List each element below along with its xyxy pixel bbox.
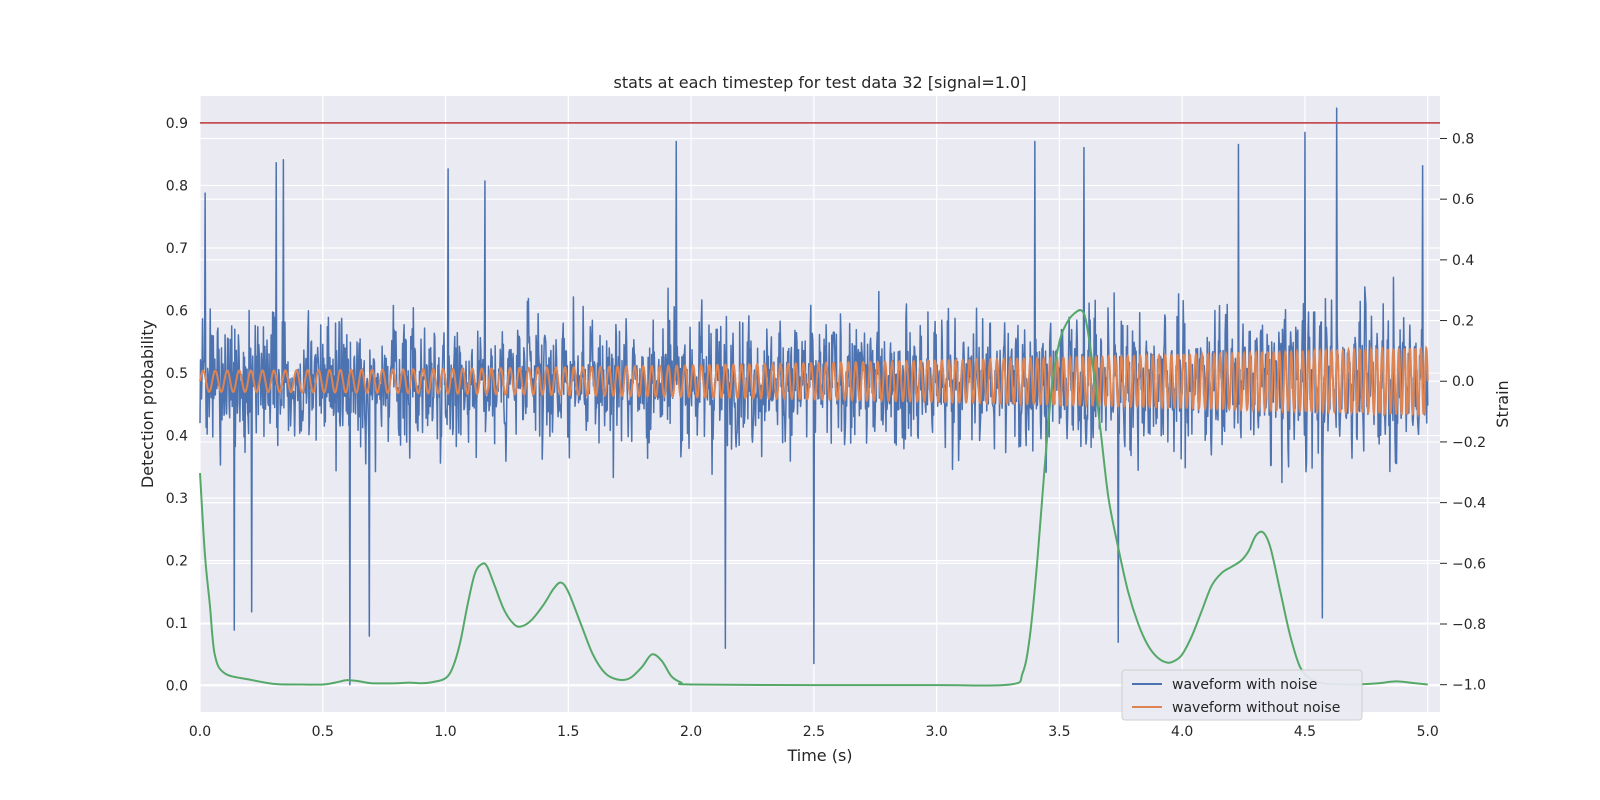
y-tick-label: 0.1 bbox=[166, 616, 188, 632]
y-tick-label-right: −0.8 bbox=[1452, 617, 1486, 633]
x-tick-label: 0.5 bbox=[312, 724, 334, 740]
x-axis-label: Time (s) bbox=[786, 746, 852, 765]
legend-label-noisy: waveform with noise bbox=[1172, 677, 1317, 693]
x-tick-label: 1.5 bbox=[557, 724, 579, 740]
legend-label-clean: waveform without noise bbox=[1172, 700, 1340, 716]
y-tick-label-right: 0.0 bbox=[1452, 374, 1474, 390]
y-tick-label-right: 0.8 bbox=[1452, 131, 1474, 147]
y-tick-label-right: −0.6 bbox=[1452, 556, 1486, 572]
y-tick-label: 0.8 bbox=[166, 178, 188, 194]
y-tick-label: 0.4 bbox=[166, 429, 188, 445]
series-layer bbox=[199, 107, 1440, 687]
y-tick-label-right: 0.6 bbox=[1452, 192, 1474, 208]
y-tick-label: 0.9 bbox=[166, 116, 188, 132]
y-tick-label: 0.0 bbox=[166, 679, 188, 695]
y-tick-label: 0.7 bbox=[166, 241, 188, 257]
x-tick-label: 3.0 bbox=[926, 724, 948, 740]
x-tick-label: 2.5 bbox=[803, 724, 825, 740]
series-detection-probability bbox=[199, 309, 1428, 687]
axes: 0.0 0.5 1.0 1.5 2.0 2.5 3.0 3.5 4.0 4.5 5.0 0.0 0.1 0… bbox=[166, 116, 1486, 740]
legend: waveform with noise waveform without noi… bbox=[1121, 669, 1363, 721]
x-tick-label: 4.5 bbox=[1294, 724, 1316, 740]
x-tick-label: 1.0 bbox=[434, 724, 456, 740]
x-tick-label: 0.0 bbox=[189, 724, 211, 740]
y-axis-label-right: Strain bbox=[1493, 380, 1512, 427]
x-tick-label: 5.0 bbox=[1417, 724, 1439, 740]
y-tick-label-right: −0.2 bbox=[1452, 435, 1486, 451]
y-tick-label-right: −0.4 bbox=[1452, 496, 1486, 512]
legend-box bbox=[1121, 669, 1363, 721]
y-tick-label: 0.3 bbox=[166, 491, 188, 507]
series-waveform-with-noise bbox=[199, 107, 1429, 686]
x-tick-label: 4.0 bbox=[1171, 724, 1193, 740]
y-tick-label: 0.6 bbox=[166, 304, 188, 320]
y-tick-label-right: 0.4 bbox=[1452, 253, 1474, 269]
y-tick-label: 0.5 bbox=[166, 366, 188, 382]
y-tick-label-right: 0.2 bbox=[1452, 314, 1474, 330]
x-tick-label: 2.0 bbox=[680, 724, 702, 740]
y-tick-label: 0.2 bbox=[166, 554, 188, 570]
y-axis-label: Detection probability bbox=[138, 320, 157, 488]
y-tick-label-right: −1.0 bbox=[1452, 678, 1486, 694]
x-tick-label: 3.5 bbox=[1048, 724, 1070, 740]
series-waveform-without-noise bbox=[199, 345, 1429, 418]
chart-title: stats at each timestep for test data 32 … bbox=[614, 73, 1027, 92]
